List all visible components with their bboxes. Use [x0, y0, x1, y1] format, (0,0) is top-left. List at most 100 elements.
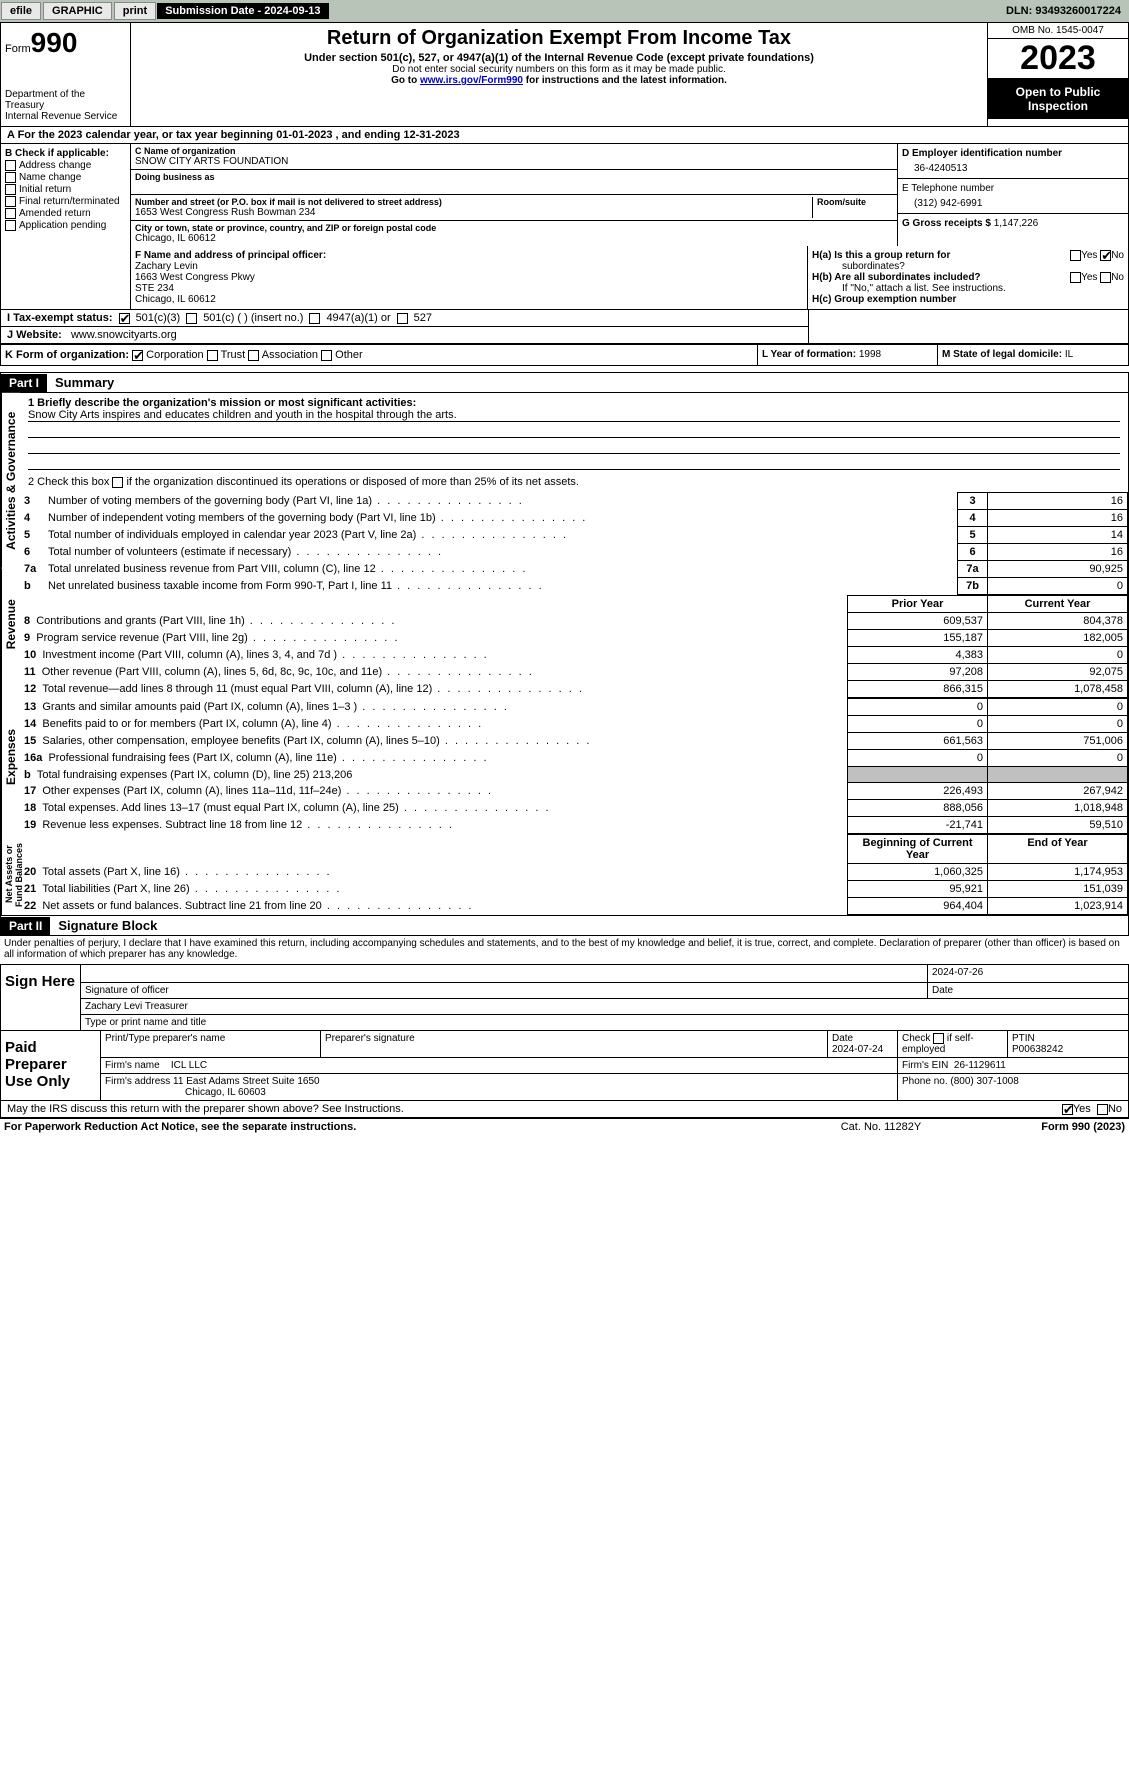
check-501c3[interactable] — [119, 313, 130, 324]
discuss-no[interactable] — [1097, 1104, 1108, 1115]
officer-addr1: 1663 West Congress Pkwy — [135, 272, 803, 283]
check-discontinued[interactable] — [112, 477, 123, 488]
firm-addr1: 11 East Adams Street Suite 1650 — [173, 1076, 320, 1087]
officer-label: F Name and address of principal officer: — [135, 250, 803, 261]
prep-date: 2024-07-24 — [832, 1044, 883, 1055]
check-501c[interactable] — [186, 313, 197, 324]
line-l: L Year of formation: 1998 — [758, 345, 938, 365]
preparer-sig-label: Preparer's signature — [321, 1031, 828, 1058]
identification-block: B Check if applicable: Address change Na… — [0, 144, 1129, 246]
form-subtitle: Under section 501(c), 527, or 4947(a)(1)… — [135, 52, 983, 64]
officer-name: Zachary Levin — [135, 261, 803, 272]
hc-label: H(c) Group exemption number — [812, 294, 956, 305]
dept-treasury: Department of the Treasury — [5, 89, 126, 111]
type-print-label: Type or print name and title — [81, 1015, 1128, 1030]
check-corporation[interactable] — [132, 350, 143, 361]
discuss-yes[interactable] — [1062, 1104, 1073, 1115]
street-address: 1653 West Congress Rush Bowman 234 — [135, 207, 808, 218]
check-527[interactable] — [397, 313, 408, 324]
form-footer-label: Form 990 (2023) — [1041, 1121, 1125, 1133]
graphic-button[interactable]: GRAPHIC — [43, 2, 112, 20]
table-row: 22 Net assets or fund balances. Subtract… — [20, 898, 1128, 915]
officer-addr3: Chicago, IL 60612 — [135, 294, 803, 305]
mission-text: Snow City Arts inspires and educates chi… — [28, 409, 1120, 422]
net-assets-table: Beginning of Current YearEnd of Year 20 … — [20, 834, 1128, 915]
check-other[interactable] — [321, 350, 332, 361]
check-trust[interactable] — [207, 350, 218, 361]
hb-note: If "No," attach a list. See instructions… — [812, 283, 1124, 294]
form-number: 990 — [31, 27, 78, 58]
section-f: F Name and address of principal officer:… — [131, 246, 808, 309]
efile-button[interactable]: efile — [1, 2, 41, 20]
expenses-table: 13 Grants and similar amounts paid (Part… — [20, 698, 1128, 834]
ein-value: 36-4240513 — [902, 159, 1124, 174]
perjury-statement: Under penalties of perjury, I declare th… — [0, 936, 1129, 962]
table-row: 9 Program service revenue (Part VIII, li… — [20, 630, 1128, 647]
check-4947[interactable] — [309, 313, 320, 324]
table-row: 18 Total expenses. Add lines 13–17 (must… — [20, 800, 1128, 817]
discuss-row: May the IRS discuss this return with the… — [0, 1101, 1129, 1118]
city-label: City or town, state or province, country… — [135, 223, 893, 233]
sign-here-label: Sign Here — [1, 965, 81, 1030]
irs-label: Internal Revenue Service — [5, 111, 126, 122]
ssn-note: Do not enter social security numbers on … — [135, 64, 983, 75]
omb-number: OMB No. 1545-0047 — [988, 23, 1128, 39]
table-row: 7aTotal unrelated business revenue from … — [20, 561, 1128, 578]
section-deg: D Employer identification number 36-4240… — [898, 144, 1128, 246]
part-2-header: Part II Signature Block — [0, 916, 1129, 936]
print-button[interactable]: print — [114, 2, 156, 20]
header-middle: Return of Organization Exempt From Incom… — [131, 23, 988, 126]
preparer-name-label: Print/Type preparer's name — [101, 1031, 321, 1058]
table-row: 13 Grants and similar amounts paid (Part… — [20, 699, 1128, 716]
table-row: 3Number of voting members of the governi… — [20, 493, 1128, 510]
part-1-header: Part I Summary — [0, 372, 1129, 392]
dba-label: Doing business as — [135, 172, 893, 182]
check-initial-return[interactable]: Initial return — [5, 184, 126, 195]
line-j: J Website: www.snowcityarts.org — [1, 327, 808, 343]
check-self-employed[interactable] — [933, 1033, 944, 1044]
sign-date: 2024-07-26 — [928, 965, 1128, 983]
dln-number: DLN: 93493260017224 — [1006, 5, 1129, 17]
org-name: SNOW CITY ARTS FOUNDATION — [135, 156, 893, 167]
side-label-revenue: Revenue — [1, 568, 20, 680]
check-final-return[interactable]: Final return/terminated — [5, 196, 126, 207]
check-address-change[interactable]: Address change — [5, 160, 126, 171]
firm-name: ICL LLC — [171, 1060, 207, 1071]
table-row: bNet unrelated business taxable income f… — [20, 578, 1128, 595]
gross-receipts-label: G Gross receipts $ — [902, 218, 991, 229]
form-header: Form990 Department of the Treasury Inter… — [0, 22, 1129, 127]
header-right: OMB No. 1545-0047 2023 Open to Public In… — [988, 23, 1128, 126]
section-klm: K Form of organization: Corporation Trus… — [0, 344, 1129, 366]
section-fh: F Name and address of principal officer:… — [0, 246, 1129, 310]
form-title: Return of Organization Exempt From Incom… — [135, 27, 983, 50]
side-label-expenses: Expenses — [1, 680, 20, 834]
check-amended-return[interactable]: Amended return — [5, 208, 126, 219]
firm-ein: 26-1129611 — [954, 1060, 1006, 1071]
city-state-zip: Chicago, IL 60612 — [135, 233, 893, 244]
ptin-value: P00638242 — [1012, 1044, 1063, 1055]
table-row: 19 Revenue less expenses. Subtract line … — [20, 817, 1128, 834]
table-row: 11 Other revenue (Part VIII, column (A),… — [20, 664, 1128, 681]
table-row: 17 Other expenses (Part IX, column (A), … — [20, 783, 1128, 800]
paperwork-notice: For Paperwork Reduction Act Notice, see … — [4, 1121, 356, 1133]
check-name-change[interactable]: Name change — [5, 172, 126, 183]
ein-label: D Employer identification number — [902, 148, 1124, 159]
check-association[interactable] — [248, 350, 259, 361]
table-row: 5Total number of individuals employed in… — [20, 527, 1128, 544]
check-application-pending[interactable]: Application pending — [5, 220, 126, 231]
section-ij-h: I Tax-exempt status: 501(c)(3) 501(c) ( … — [0, 310, 1129, 344]
line-m: M State of legal domicile: IL — [938, 345, 1128, 365]
summary-section: Activities & Governance Revenue Expenses… — [0, 392, 1129, 916]
table-row: 20 Total assets (Part X, line 16)1,060,3… — [20, 864, 1128, 881]
section-b: B Check if applicable: Address change Na… — [1, 144, 131, 246]
irs-link[interactable]: www.irs.gov/Form990 — [420, 75, 523, 86]
instructions-note: Go to www.irs.gov/Form990 for instructio… — [135, 75, 983, 86]
table-row: b Total fundraising expenses (Part IX, c… — [20, 767, 1128, 783]
phone-label: E Telephone number — [902, 183, 1124, 194]
mission-block: 1 Briefly describe the organization's mi… — [20, 393, 1128, 492]
paid-preparer-block: Paid Preparer Use Only Print/Type prepar… — [0, 1031, 1129, 1101]
side-label-governance: Activities & Governance — [1, 393, 20, 568]
phone-value: (312) 942-6991 — [902, 194, 1124, 209]
section-h: H(a) Is this a group return for subordin… — [808, 246, 1128, 309]
table-row: 6Total number of volunteers (estimate if… — [20, 544, 1128, 561]
